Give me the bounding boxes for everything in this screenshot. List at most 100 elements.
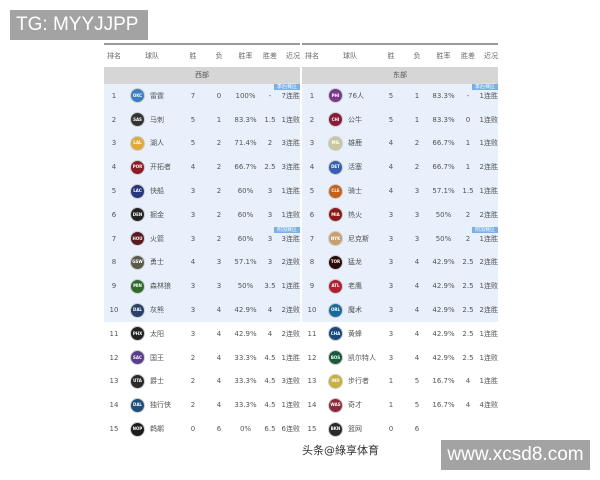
table-row[interactable]: 4 DET 活塞 4 2 66.7% 1 2连胜: [302, 155, 498, 180]
table-row[interactable]: 12 BOS 凯尔特人 3 4 42.9% 2.5 1连败: [302, 346, 498, 370]
w-cell: 1: [388, 377, 394, 386]
pct-cell: 66.7%: [234, 163, 257, 172]
rank-cell: 6: [309, 210, 315, 219]
table-row[interactable]: 1 OKC 雷霆 7 0 100% -7连胜 季后赛区: [104, 84, 300, 108]
rank-cell: 12: [109, 353, 119, 362]
table-row[interactable]: 10 ORL 魔术 3 4 42.9% 2.5 2连胜: [302, 298, 498, 322]
team-cell: TOR 猛龙: [322, 254, 378, 270]
table-row[interactable]: 5 CLE 骑士 4 3 57.1% 1.5 1连胜: [302, 179, 498, 203]
gb-cell: 3: [267, 234, 273, 243]
table-row[interactable]: 8 TOR 猛龙 3 4 42.9% 2.5 2连胜: [302, 250, 498, 275]
w-cell: 3: [388, 234, 394, 243]
column-header: 负: [215, 52, 223, 60]
table-row[interactable]: 10 DAL 灰熊 3 4 42.9% 4 2连败: [104, 298, 300, 322]
team-cell: DAL 独行侠: [124, 397, 180, 413]
w-cell: 4: [388, 187, 394, 196]
l-cell: 6: [414, 425, 420, 434]
table-row[interactable]: 9 ATL 老鹰 3 4 42.9% 2.5 1连败: [302, 274, 498, 299]
table-row[interactable]: 15 BKN 篮网 0 6: [302, 417, 498, 441]
table-row[interactable]: 15 NOP 鹈鹕 0 6 0% 6.5 6连败: [104, 417, 300, 441]
team-name: 开拓者: [150, 163, 171, 172]
l-cell: 4: [216, 329, 222, 338]
table-row[interactable]: 8 GSW 勇士 4 3 57.1% 3 2连败: [104, 250, 300, 275]
team-name: 骑士: [348, 187, 362, 196]
table-row[interactable]: 6 MIA 热火 3 3 50% 2 2连胜: [302, 202, 498, 227]
team-cell: OKC 雷霆: [124, 88, 180, 104]
streak-cell: 1连败: [281, 210, 300, 219]
streak-cell: 1连败: [479, 282, 498, 291]
team-logo-icon: PHX: [130, 326, 145, 342]
pct-cell: 66.7%: [432, 163, 455, 172]
table-row[interactable]: 2 SAS 马刺 5 1 83.3% 1.5 1连败: [104, 107, 300, 132]
table-header: 排名 球队 胜 负 胜率 胜差 近况: [104, 45, 300, 67]
w-cell: 4: [190, 163, 196, 172]
l-cell: 1: [414, 91, 420, 100]
gb-cell: 4.5: [264, 401, 276, 410]
team-name: 篮网: [348, 425, 362, 434]
rank-cell: 4: [111, 163, 117, 172]
table-row[interactable]: 3 MIL 雄鹿 4 2 66.7% 1 1连败: [302, 131, 498, 156]
team-logo-icon: WAS: [328, 397, 343, 413]
w-cell: 2: [190, 401, 196, 410]
team-name: 勇士: [150, 258, 164, 267]
streak-cell: 3连胜: [281, 139, 300, 148]
table-row[interactable]: 5 LAC 快船 3 2 60% 3 1连胜: [104, 179, 300, 203]
rank-cell: 10: [307, 306, 317, 315]
rank-cell: 10: [109, 306, 119, 315]
streak-cell: 1连胜: [479, 187, 498, 196]
team-cell: PHI 76人: [322, 88, 378, 104]
pct-cell: 60%: [237, 187, 254, 196]
rank-cell: 11: [109, 329, 119, 338]
team-name: 太阳: [150, 329, 164, 338]
gb-cell: 2.5: [462, 353, 474, 362]
table-row[interactable]: 13 IND 步行者 1 5 16.7% 4 1连胜: [302, 370, 498, 394]
rank-cell: 7: [309, 234, 315, 243]
table-row[interactable]: 11 CHA 黄蜂 3 4 42.9% 2.5 1连胜: [302, 322, 498, 346]
streak-cell: 3连胜: [281, 234, 300, 243]
streak-cell: 1连败: [479, 353, 498, 362]
pct-cell: 42.9%: [234, 329, 257, 338]
conference-label: 东部: [302, 67, 498, 84]
table-row[interactable]: 7 NYK 尼克斯 3 3 50% 2 1连胜 附加赛区: [302, 226, 498, 251]
table-row[interactable]: 2 CHI 公牛 5 1 83.3% 0 1连败: [302, 107, 498, 132]
table-row[interactable]: 4 POR 开拓者 4 2 66.7% 2.5 3连胜: [104, 155, 300, 180]
team-cell: CLE 骑士: [322, 183, 378, 199]
streak-cell: 7连胜: [281, 91, 300, 100]
gb-cell: 1: [465, 163, 471, 172]
team-cell: MIN 森林狼: [124, 278, 180, 294]
l-cell: 4: [414, 282, 420, 291]
w-cell: 5: [190, 139, 196, 148]
table-row[interactable]: 14 DAL 独行侠 2 4 33.3% 4.5 1连败: [104, 393, 300, 417]
w-cell: 0: [190, 425, 196, 434]
w-cell: 7: [190, 91, 196, 100]
team-name: 独行侠: [150, 401, 171, 410]
team-cell: MIA 热火: [322, 207, 378, 223]
l-cell: 4: [414, 258, 420, 267]
streak-cell: 6连败: [281, 425, 300, 434]
standings-rows: 1 OKC 雷霆 7 0 100% -7连胜 季后赛区 2 SAS 马刺 5 1 83.3% 1.5 1连败 3…: [104, 84, 300, 441]
team-logo-icon: IND: [328, 373, 343, 389]
table-row[interactable]: 7 HOU 火箭 3 2 60% 3 3连胜 附加赛区: [104, 226, 300, 251]
rank-cell: 5: [309, 187, 315, 196]
team-name: 奇才: [348, 401, 362, 410]
table-row[interactable]: 13 UTA 爵士 2 4 33.3% 4.5 3连败: [104, 370, 300, 394]
team-cell: SAS 马刺: [124, 112, 180, 128]
table-row[interactable]: 14 WAS 奇才 1 5 16.7% 4 4连败: [302, 393, 498, 417]
w-cell: 3: [388, 353, 394, 362]
w-cell: 2: [190, 353, 196, 362]
team-logo-icon: DAL: [130, 397, 145, 413]
table-row[interactable]: 6 DEN 掘金 3 2 60% 3 1连败: [104, 202, 300, 227]
team-logo-icon: UTA: [130, 373, 145, 389]
standings-rows: 1 PHI 76人 5 1 83.3% -1连胜 季后赛区 2 CHI 公牛 5 1 83.3% 0 1连败 3…: [302, 84, 498, 441]
team-cell: POR 开拓者: [124, 159, 180, 175]
table-row[interactable]: 9 MIN 森林狼 3 3 50% 3.5 1连胜: [104, 274, 300, 299]
east-standings-panel: 排名 球队胜负胜率 胜差 近况 东部 1 PHI 76人 5 1 83.3% -1连胜 季后赛区 2 C…: [302, 43, 498, 441]
watermark-bottom: www.xcsd8.com: [441, 440, 590, 470]
team-logo-icon: OKC: [130, 88, 145, 104]
team-cell: LAC 快船: [124, 183, 180, 199]
table-row[interactable]: 1 PHI 76人 5 1 83.3% -1连胜 季后赛区: [302, 84, 498, 108]
table-row[interactable]: 11 PHX 太阳 3 4 42.9% 4 2连败: [104, 322, 300, 346]
table-row[interactable]: 12 SAC 国王 2 4 33.3% 4.5 1连胜: [104, 346, 300, 370]
table-row[interactable]: 3 LAL 湖人 5 2 71.4% 2 3连胜: [104, 131, 300, 156]
pct-cell: 16.7%: [432, 401, 455, 410]
